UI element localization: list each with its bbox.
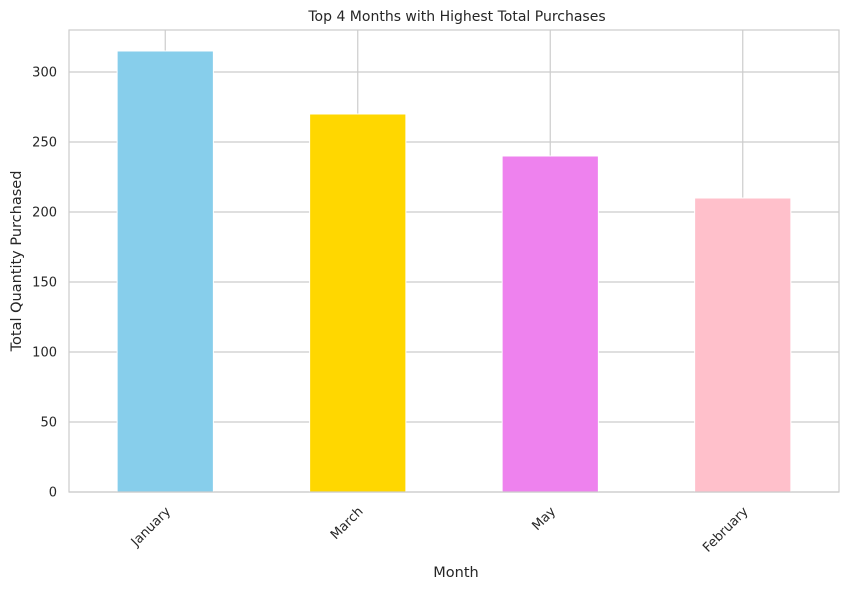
bars — [116, 50, 792, 493]
y-tick-label: 100 — [32, 346, 57, 361]
chart-title: Top 4 Months with Highest Total Purchase… — [307, 9, 605, 25]
y-tick-label: 150 — [32, 276, 57, 291]
plot-frame — [68, 29, 840, 493]
y-tick-label: 0 — [49, 486, 57, 501]
y-tick-label: 50 — [40, 416, 57, 431]
bar-february — [694, 197, 792, 493]
y-tick-labels: 0 50 100 150 200 250 300 — [32, 66, 57, 501]
y-tick-label: 300 — [32, 66, 57, 81]
y-axis-label: Total Quantity Purchased — [9, 171, 25, 353]
x-axis-label: Month — [433, 565, 478, 581]
bar-january — [116, 50, 214, 493]
y-tick-label: 250 — [32, 136, 57, 151]
bar-march — [309, 113, 407, 493]
bar-may — [501, 155, 599, 493]
y-tick-label: 200 — [32, 206, 57, 221]
